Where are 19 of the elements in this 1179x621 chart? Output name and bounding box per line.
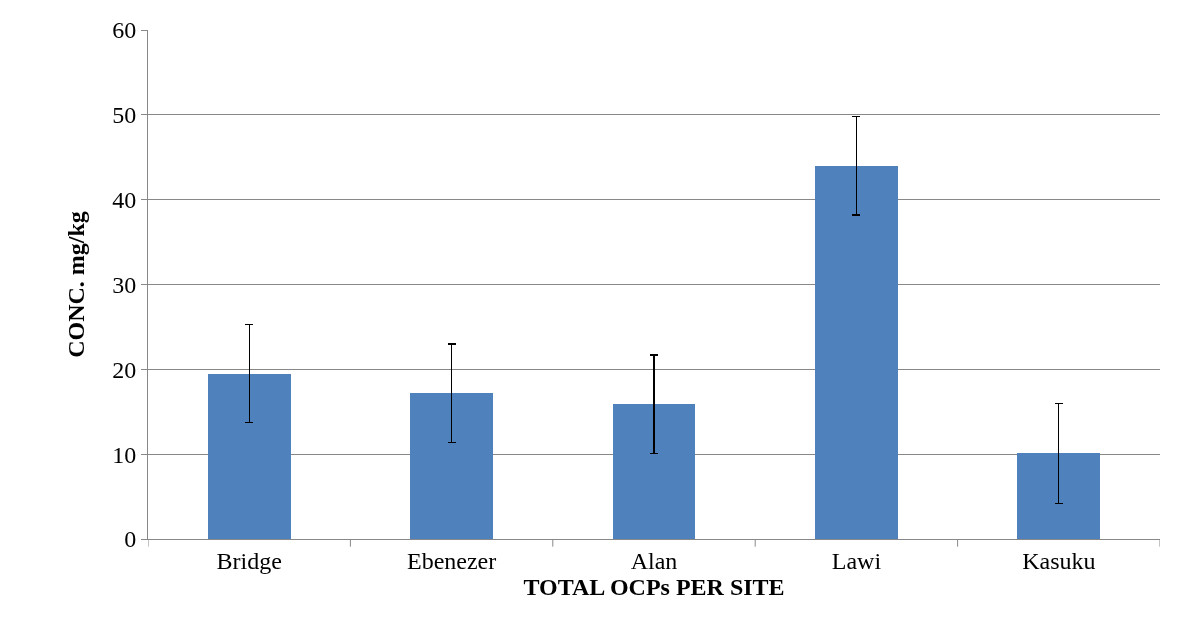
y-tick-label: 60 [112, 17, 137, 44]
y-tick-label: 30 [112, 271, 137, 298]
x-tick-label: Alan [630, 547, 678, 574]
bar [208, 374, 291, 539]
x-axis-title: TOTAL OCPs PER SITE [523, 573, 785, 600]
bar [613, 404, 695, 539]
y-axis-title: CONC. mg/kg [63, 211, 90, 358]
x-tick-label: Lawi [831, 547, 882, 574]
y-tick-label: 50 [112, 102, 137, 129]
y-tick-label: 20 [112, 356, 137, 383]
bar [410, 393, 493, 539]
y-tick-label: 10 [112, 441, 137, 468]
x-tick-label: Ebenezer [406, 547, 497, 574]
bar [1017, 453, 1100, 539]
x-tick-label: Kasuku [1022, 547, 1096, 574]
bar [815, 166, 898, 539]
y-tick-label: 0 [124, 526, 137, 553]
y-tick-label: 40 [112, 187, 137, 214]
x-tick-label: Bridge [216, 547, 282, 574]
